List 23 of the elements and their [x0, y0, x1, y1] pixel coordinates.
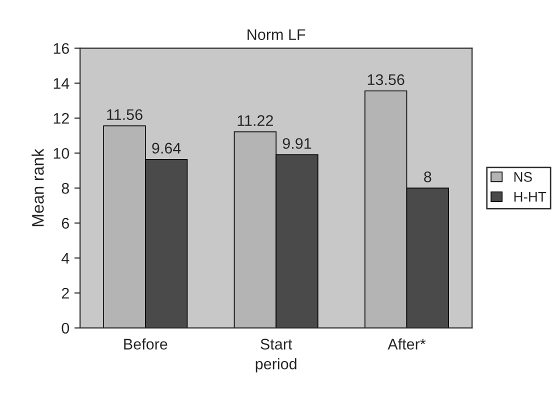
x-tick-label: After*	[388, 338, 426, 350]
y-tick-label: 12	[54, 113, 69, 124]
y-tick-label: 0	[62, 322, 70, 334]
y-tick-label: 10	[54, 148, 70, 159]
y-tick-label: 2	[62, 288, 69, 299]
x-tick-label: Before	[124, 338, 168, 350]
data-label: 11.22	[238, 115, 273, 126]
chart-title: Norm LF	[248, 29, 306, 40]
y-axis-title: Mean rank	[32, 148, 44, 226]
data-label: 8	[424, 171, 432, 182]
x-tick-label: Start	[260, 338, 292, 350]
data-label: 13.56	[368, 74, 404, 86]
y-tick-label: 8	[62, 182, 69, 194]
y-tick-label: 16	[54, 43, 69, 54]
data-label: 9.64	[152, 142, 181, 154]
y-tick-label: 6	[62, 218, 69, 229]
data-label: 11.56	[107, 109, 142, 120]
y-tick-label: 4	[62, 253, 70, 264]
x-axis-title: period	[256, 358, 296, 372]
y-tick-label: 14	[54, 78, 70, 89]
data-label: 9.91	[282, 138, 312, 149]
legend-label: NS	[514, 172, 532, 182]
legend-label: H-HT	[514, 192, 546, 202]
